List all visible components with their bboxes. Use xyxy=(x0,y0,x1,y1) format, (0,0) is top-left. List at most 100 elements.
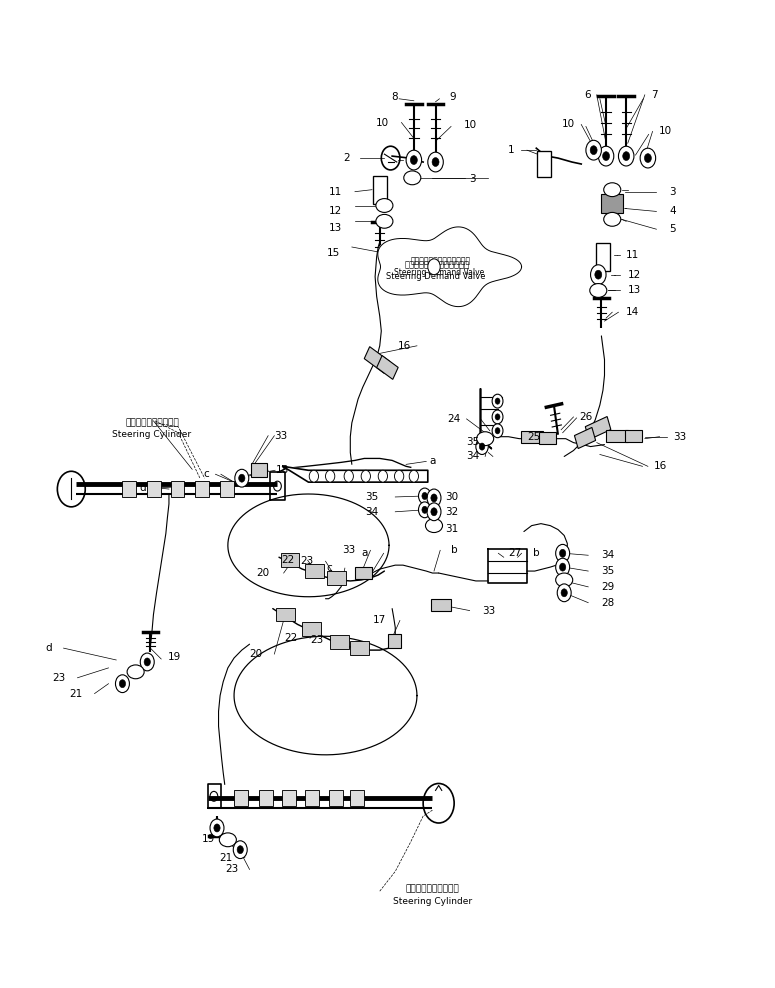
Bar xyxy=(276,608,294,621)
Circle shape xyxy=(603,152,609,161)
Text: 7: 7 xyxy=(651,90,658,100)
Text: 33: 33 xyxy=(274,431,288,441)
Text: 17: 17 xyxy=(373,616,386,625)
Circle shape xyxy=(411,156,418,165)
Circle shape xyxy=(423,783,454,823)
Text: 14: 14 xyxy=(626,307,639,317)
Ellipse shape xyxy=(376,214,393,228)
Text: 13: 13 xyxy=(628,286,641,295)
Text: 11: 11 xyxy=(329,187,343,197)
Text: 32: 32 xyxy=(445,507,458,517)
Circle shape xyxy=(595,270,602,280)
Text: 10: 10 xyxy=(562,120,575,129)
Text: ステアリングシリンダ: ステアリングシリンダ xyxy=(125,418,179,428)
Text: b: b xyxy=(533,548,540,558)
Circle shape xyxy=(560,563,566,571)
Bar xyxy=(305,564,324,578)
Text: 19: 19 xyxy=(167,652,181,662)
Circle shape xyxy=(479,443,485,451)
Text: 26: 26 xyxy=(580,412,593,422)
Circle shape xyxy=(214,824,220,832)
Text: d: d xyxy=(45,643,52,653)
Ellipse shape xyxy=(219,833,236,847)
Circle shape xyxy=(361,470,370,482)
Bar xyxy=(330,635,349,649)
Text: 10: 10 xyxy=(659,126,672,136)
Bar xyxy=(302,622,321,636)
Text: 21: 21 xyxy=(219,853,232,863)
Circle shape xyxy=(427,503,441,521)
Text: 18: 18 xyxy=(276,465,289,475)
Text: 5: 5 xyxy=(670,224,677,234)
Circle shape xyxy=(495,414,500,420)
Text: Steering Cylinder: Steering Cylinder xyxy=(393,896,472,906)
Circle shape xyxy=(561,589,567,597)
Text: 13: 13 xyxy=(329,223,343,233)
Circle shape xyxy=(326,470,335,482)
Bar xyxy=(574,428,596,449)
Circle shape xyxy=(309,470,319,482)
Text: 30: 30 xyxy=(445,492,458,502)
Circle shape xyxy=(409,470,419,482)
Ellipse shape xyxy=(604,212,621,226)
Text: 34: 34 xyxy=(466,452,479,461)
Text: 35: 35 xyxy=(466,437,479,447)
Text: 20: 20 xyxy=(257,568,270,578)
Bar xyxy=(350,641,369,655)
Text: Steering Demand Valve: Steering Demand Valve xyxy=(386,272,485,282)
Circle shape xyxy=(422,492,428,500)
Circle shape xyxy=(115,675,129,693)
Circle shape xyxy=(495,428,500,434)
Bar xyxy=(596,243,610,271)
Polygon shape xyxy=(283,466,428,482)
Text: 34: 34 xyxy=(365,507,378,517)
Circle shape xyxy=(431,508,437,516)
Text: 3: 3 xyxy=(670,187,677,197)
Circle shape xyxy=(418,502,431,518)
Circle shape xyxy=(427,489,441,507)
Circle shape xyxy=(344,470,353,482)
Text: Steering Cylinder: Steering Cylinder xyxy=(112,430,191,440)
Circle shape xyxy=(144,658,150,666)
Circle shape xyxy=(210,819,224,837)
Bar xyxy=(170,481,184,497)
Text: 16: 16 xyxy=(654,461,667,471)
Bar xyxy=(625,430,642,442)
Polygon shape xyxy=(377,227,522,306)
Text: 19: 19 xyxy=(202,834,215,844)
Circle shape xyxy=(406,150,422,170)
Circle shape xyxy=(492,424,503,438)
Circle shape xyxy=(432,158,439,167)
Ellipse shape xyxy=(127,665,144,679)
Bar xyxy=(329,790,343,806)
Text: 29: 29 xyxy=(601,582,615,592)
FancyBboxPatch shape xyxy=(601,194,623,213)
Circle shape xyxy=(591,265,606,285)
Text: 20: 20 xyxy=(249,649,262,659)
Circle shape xyxy=(560,549,566,557)
Text: 23: 23 xyxy=(52,673,65,683)
Circle shape xyxy=(239,474,245,482)
Bar xyxy=(220,481,234,497)
Text: 21: 21 xyxy=(69,689,82,699)
Text: 12: 12 xyxy=(628,270,641,280)
Circle shape xyxy=(476,439,488,454)
Text: 3: 3 xyxy=(470,174,477,184)
Text: b: b xyxy=(451,545,458,555)
Text: 22: 22 xyxy=(284,633,298,643)
Circle shape xyxy=(235,469,249,487)
Circle shape xyxy=(640,148,656,168)
Bar xyxy=(327,571,346,585)
Text: 28: 28 xyxy=(601,598,615,608)
Text: 27: 27 xyxy=(508,548,522,558)
Circle shape xyxy=(556,544,570,562)
Circle shape xyxy=(119,680,126,688)
Text: a: a xyxy=(361,548,367,558)
Text: 10: 10 xyxy=(376,118,389,127)
Bar xyxy=(122,481,136,497)
Circle shape xyxy=(431,494,437,502)
Circle shape xyxy=(237,846,243,854)
Circle shape xyxy=(591,146,597,155)
Circle shape xyxy=(556,558,570,576)
Bar xyxy=(195,481,209,497)
